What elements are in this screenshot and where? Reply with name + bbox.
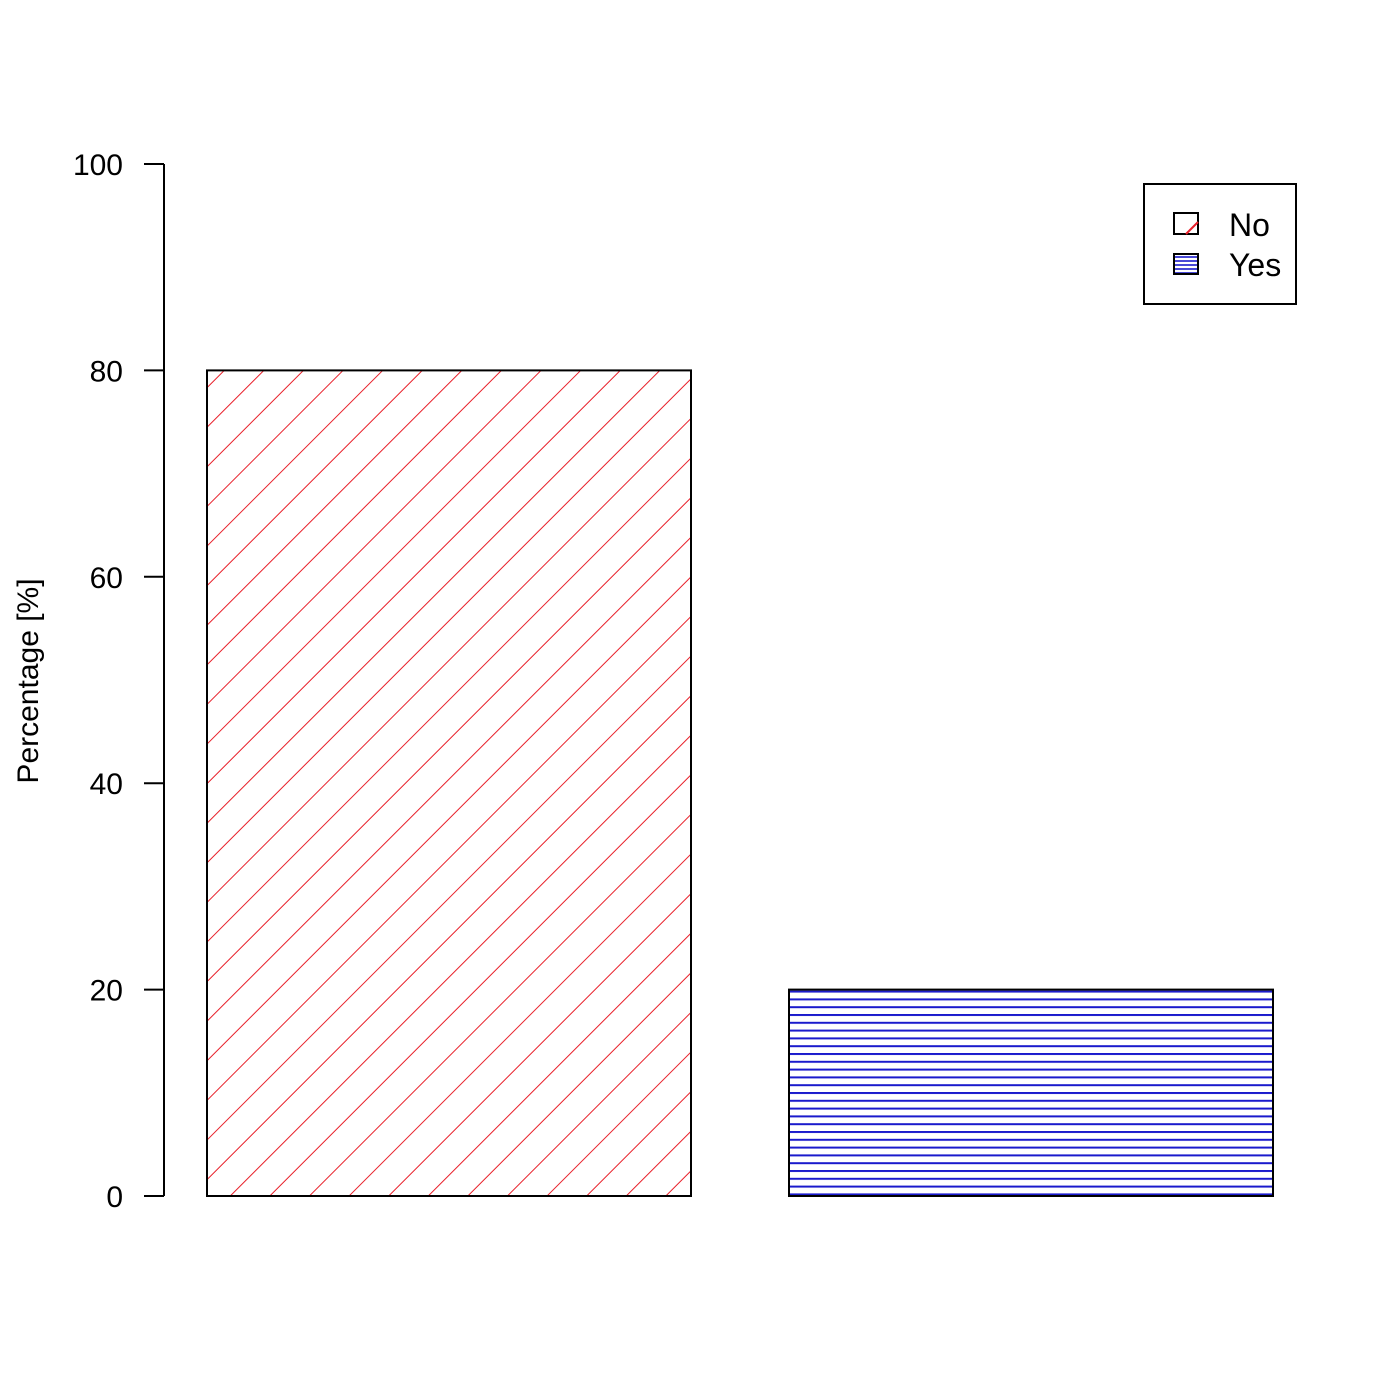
y-tick-label: 100 <box>73 149 123 182</box>
legend-hatch-no <box>1185 221 1199 235</box>
bar-yes <box>788 988 1274 1197</box>
y-axis-title: Percentage [%] <box>12 578 45 783</box>
y-axis: 0 20 40 60 80 100 <box>73 149 165 1214</box>
y-tick-label: 60 <box>90 562 123 595</box>
legend-entry-no: No <box>1173 207 1270 243</box>
bars <box>206 369 1274 1197</box>
y-tick-label: 20 <box>90 975 123 1008</box>
legend-box <box>1143 183 1297 305</box>
y-tick-label: 0 <box>106 1181 123 1214</box>
y-tick-label: 40 <box>90 768 123 801</box>
legend-label-yes: Yes <box>1229 247 1281 283</box>
y-tick-label: 80 <box>90 355 123 388</box>
legend-entry-yes: Yes <box>1173 247 1281 283</box>
legend-swatch-yes <box>1173 253 1199 275</box>
legend-swatch-no <box>1173 212 1199 235</box>
legend-label-no: No <box>1229 207 1270 243</box>
bar-fill <box>206 369 692 1197</box>
legend: No Yes <box>1143 183 1297 305</box>
bar-fill <box>788 988 1274 1197</box>
bar-no <box>206 369 692 1197</box>
